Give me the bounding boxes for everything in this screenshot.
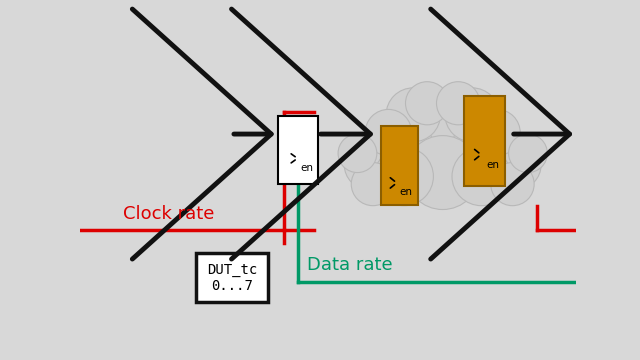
Circle shape [367, 113, 433, 178]
Circle shape [474, 109, 520, 156]
Text: Data rate: Data rate [307, 256, 393, 274]
Circle shape [492, 140, 541, 189]
Circle shape [403, 98, 483, 178]
Text: Clock rate: Clock rate [123, 205, 214, 223]
Text: en: en [300, 163, 313, 173]
Circle shape [406, 136, 480, 210]
Circle shape [338, 134, 377, 172]
Bar [381, 126, 418, 205]
Circle shape [445, 88, 499, 142]
Text: en: en [486, 159, 499, 170]
Text: 0...7: 0...7 [211, 279, 253, 293]
Text: en: en [399, 186, 413, 197]
Circle shape [344, 140, 394, 189]
Circle shape [406, 82, 449, 125]
Circle shape [351, 163, 395, 206]
Bar [278, 116, 318, 184]
Circle shape [452, 113, 518, 178]
Text: DUT_tc: DUT_tc [207, 263, 257, 277]
Circle shape [452, 147, 511, 206]
Circle shape [386, 88, 440, 142]
Circle shape [365, 109, 412, 156]
Circle shape [436, 82, 480, 125]
Bar [465, 95, 505, 186]
Circle shape [374, 147, 433, 206]
Circle shape [491, 163, 534, 206]
Circle shape [509, 134, 547, 172]
Bar [196, 253, 268, 302]
